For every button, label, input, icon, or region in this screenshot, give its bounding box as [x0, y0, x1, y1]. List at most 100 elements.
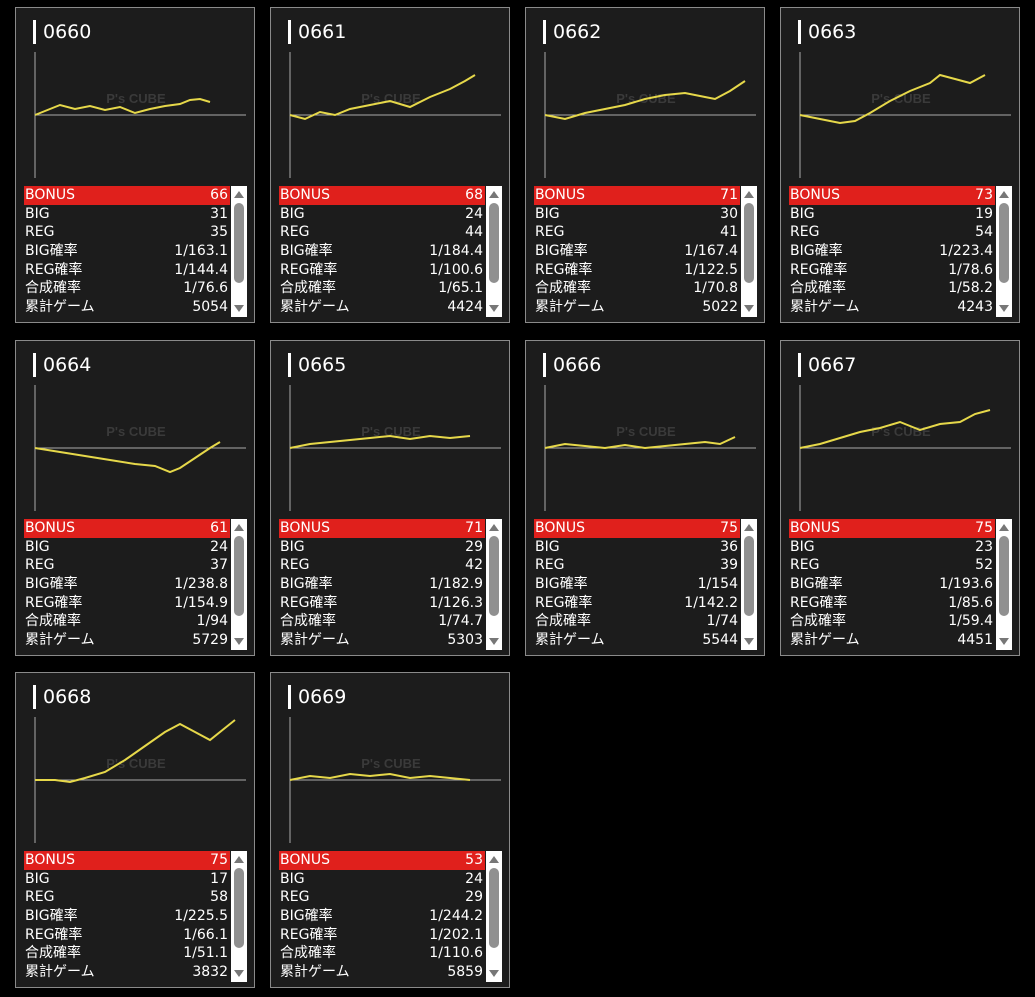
stats-scrollbar[interactable]: [741, 186, 757, 317]
scroll-up-arrow-icon[interactable]: [234, 856, 244, 863]
scroll-down-arrow-icon[interactable]: [234, 970, 244, 977]
scroll-up-arrow-icon[interactable]: [999, 524, 1009, 531]
stat-row: 累計ゲーム 5729: [24, 631, 230, 650]
scroll-down-arrow-icon[interactable]: [489, 305, 499, 312]
stat-value: 1/126.3: [429, 594, 483, 611]
stat-value: 1/184.4: [429, 243, 483, 260]
stat-row: REG確率 1/66.1: [24, 926, 230, 945]
slump-line: [289, 772, 471, 781]
stat-row: 合成確率 1/74: [534, 612, 740, 631]
stat-label: 累計ゲーム: [25, 632, 95, 649]
bonus-row: BONUS 53: [279, 851, 485, 870]
stat-row: 合成確率 1/70.8: [534, 279, 740, 298]
stat-value: 68: [465, 187, 483, 203]
stat-label: REG: [25, 889, 55, 906]
stats-scrollbar[interactable]: [486, 186, 502, 317]
machine-number: 0668: [33, 685, 91, 709]
machine-card[interactable]: P's CUBE 0661 BONUS 68 BIG 24 REG 44 BIG確率 1/184.…: [270, 7, 510, 323]
scroll-up-arrow-icon[interactable]: [489, 191, 499, 198]
machine-card[interactable]: P's CUBE 0660 BONUS 66 BIG 31 REG 35 BIG確率 1/163.…: [15, 7, 255, 323]
scroll-down-arrow-icon[interactable]: [744, 305, 754, 312]
stat-value: 1/110.6: [429, 945, 483, 962]
machine-card[interactable]: P's CUBE 0668 BONUS 75 BIG 17 REG 58 BIG確率 1/225.…: [15, 672, 255, 988]
stat-value: 1/74: [706, 613, 738, 630]
machine-card[interactable]: P's CUBE 0664 BONUS 61 BIG 24 REG 37 BIG確率 1/238.…: [15, 340, 255, 656]
stat-value: 1/51.1: [183, 945, 228, 962]
machine-number: 0663: [798, 20, 856, 44]
watermark-logo: P's CUBE: [616, 424, 676, 439]
stats-scrollbar[interactable]: [231, 186, 247, 317]
stat-label: REG確率: [280, 261, 338, 278]
scroll-up-arrow-icon[interactable]: [489, 524, 499, 531]
stat-row: 合成確率 1/94: [24, 612, 230, 631]
stat-row: BIG確率 1/182.9: [279, 575, 485, 594]
stat-row: 合成確率 1/110.6: [279, 944, 485, 963]
stats-scrollbar[interactable]: [486, 851, 502, 982]
scroll-up-arrow-icon[interactable]: [234, 191, 244, 198]
scroll-up-arrow-icon[interactable]: [234, 524, 244, 531]
stat-value: 1/94: [196, 613, 228, 630]
scroll-thumb[interactable]: [234, 868, 244, 948]
stat-row: BIG確率 1/244.2: [279, 907, 485, 926]
scroll-up-arrow-icon[interactable]: [999, 191, 1009, 198]
stat-label: 累計ゲーム: [280, 632, 350, 649]
stat-value: 1/59.4: [948, 613, 993, 630]
scroll-down-arrow-icon[interactable]: [999, 638, 1009, 645]
stats-scrollbar[interactable]: [741, 519, 757, 650]
bonus-row: BONUS 75: [534, 519, 740, 538]
stat-label: 合成確率: [25, 613, 81, 630]
stat-value: 35: [210, 224, 228, 241]
machine-card[interactable]: P's CUBE 0669 BONUS 53 BIG 24 REG 29 BIG確率 1/244.…: [270, 672, 510, 988]
stat-label: 合成確率: [790, 613, 846, 630]
stat-label: BONUS: [790, 187, 840, 203]
stat-row: 累計ゲーム 5859: [279, 963, 485, 982]
stats-scrollbar[interactable]: [996, 186, 1012, 317]
slump-line: [289, 434, 471, 449]
stat-label: REG: [25, 557, 55, 574]
stat-value: 41: [720, 224, 738, 241]
stats-scrollbar[interactable]: [996, 519, 1012, 650]
stat-label: BIG確率: [790, 576, 843, 593]
stat-label: BIG確率: [25, 576, 78, 593]
machine-card[interactable]: P's CUBE 0665 BONUS 71 BIG 29 REG 42 BIG確率 1/182.…: [270, 340, 510, 656]
machine-card[interactable]: P's CUBE 0667 BONUS 75 BIG 23 REG 52 BIG確率 1/193.…: [780, 340, 1020, 656]
scroll-thumb[interactable]: [234, 203, 244, 283]
scroll-down-arrow-icon[interactable]: [234, 305, 244, 312]
scroll-down-arrow-icon[interactable]: [234, 638, 244, 645]
scroll-up-arrow-icon[interactable]: [744, 524, 754, 531]
watermark-logo: P's CUBE: [106, 756, 166, 771]
scroll-down-arrow-icon[interactable]: [744, 638, 754, 645]
scroll-thumb[interactable]: [999, 536, 1009, 616]
stat-label: 合成確率: [25, 280, 81, 297]
stat-value: 5022: [702, 299, 738, 316]
scroll-down-arrow-icon[interactable]: [489, 638, 499, 645]
scroll-thumb[interactable]: [489, 203, 499, 283]
stat-row: 累計ゲーム 5303: [279, 631, 485, 650]
stats-scrollbar[interactable]: [231, 851, 247, 982]
watermark-logo: P's CUBE: [361, 91, 421, 106]
stat-label: REG確率: [25, 261, 83, 278]
machine-card[interactable]: P's CUBE 0663 BONUS 73 BIG 19 REG 54 BIG確率 1/223.…: [780, 7, 1020, 323]
machine-card[interactable]: P's CUBE 0662 BONUS 71 BIG 30 REG 41 BIG確率 1/167.…: [525, 7, 765, 323]
watermark-logo: P's CUBE: [106, 424, 166, 439]
stats-scrollbar[interactable]: [231, 519, 247, 650]
machine-number: 0661: [288, 20, 346, 44]
stat-row: 累計ゲーム 4451: [789, 631, 995, 650]
scroll-down-arrow-icon[interactable]: [489, 970, 499, 977]
stats-scrollbar[interactable]: [486, 519, 502, 650]
machine-card[interactable]: P's CUBE 0666 BONUS 75 BIG 36 REG 39 BIG確率 1/154 R…: [525, 340, 765, 656]
scroll-thumb[interactable]: [489, 868, 499, 948]
stat-value: 5303: [447, 632, 483, 649]
scroll-thumb[interactable]: [744, 203, 754, 283]
scroll-thumb[interactable]: [234, 536, 244, 616]
scroll-down-arrow-icon[interactable]: [999, 305, 1009, 312]
stat-label: 累計ゲーム: [25, 964, 95, 981]
stat-value: 44: [465, 224, 483, 241]
scroll-thumb[interactable]: [489, 536, 499, 616]
stat-row: BIG 31: [24, 205, 230, 224]
stat-label: 累計ゲーム: [280, 299, 350, 316]
scroll-up-arrow-icon[interactable]: [744, 191, 754, 198]
scroll-up-arrow-icon[interactable]: [489, 856, 499, 863]
scroll-thumb[interactable]: [999, 203, 1009, 283]
scroll-thumb[interactable]: [744, 536, 754, 616]
